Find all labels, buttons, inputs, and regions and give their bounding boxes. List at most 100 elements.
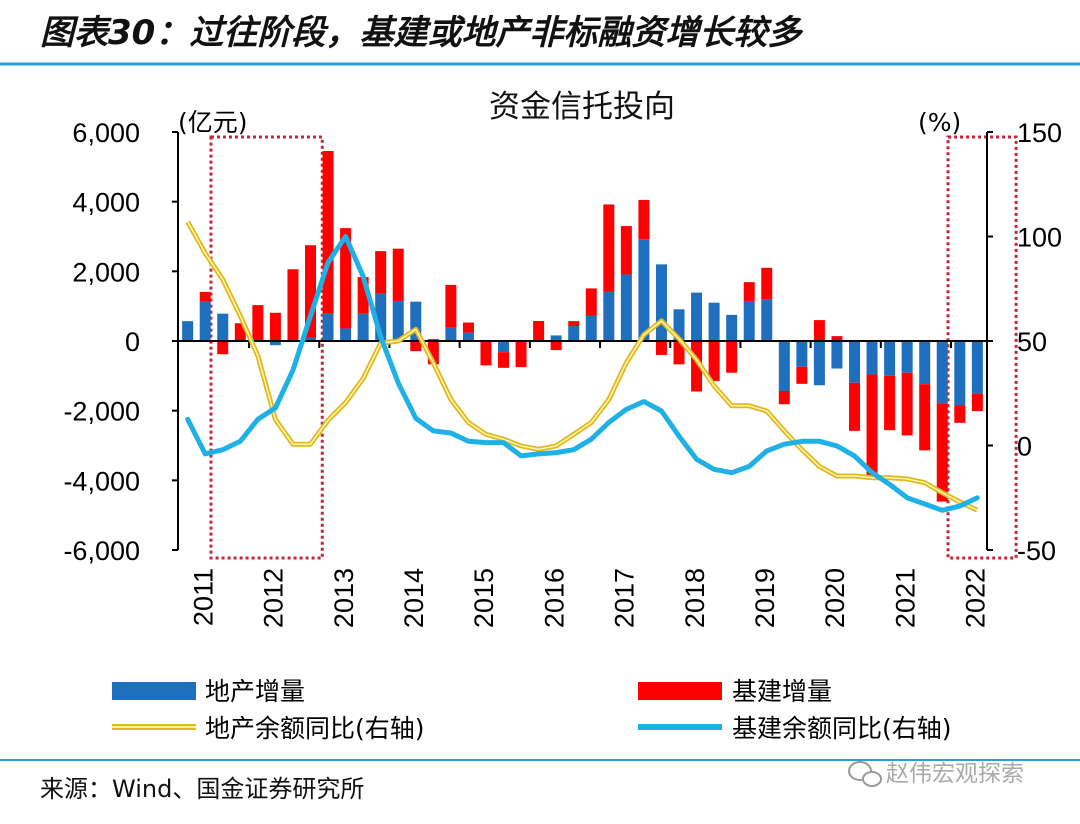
bar-infra [778, 390, 790, 405]
bar-realestate [585, 315, 597, 341]
bar-realestate [691, 292, 703, 341]
bar-infra [919, 384, 931, 451]
left-tick-label: -2,000 [63, 397, 140, 427]
bar-realestate [708, 302, 720, 341]
bar-realestate [199, 301, 211, 341]
bar-infra [971, 393, 983, 412]
bar-infra [796, 366, 808, 384]
bar-infra [866, 374, 878, 478]
bar-infra [550, 341, 562, 351]
left-axis-unit: (亿元) [178, 108, 248, 137]
wechat-icon [848, 761, 882, 787]
bar-infra [954, 405, 966, 423]
bar-infra [234, 323, 246, 341]
bar-realestate [392, 300, 404, 341]
bar-infra [410, 341, 422, 352]
line-infra-yoy [185, 234, 980, 513]
bar-realestate [796, 341, 808, 367]
highlight-box [946, 135, 1018, 560]
left-tick-label: 0 [125, 327, 140, 357]
legend-label-infra-line: 基建余额同比(右轴) [732, 714, 952, 743]
bar-realestate [340, 328, 352, 341]
bar-infra [533, 320, 545, 341]
bar-realestate [603, 291, 615, 341]
bar-infra [287, 269, 299, 341]
bar-realestate [884, 341, 896, 376]
bar-realestate [427, 338, 439, 341]
right-tick-label: 0 [1017, 432, 1032, 462]
highlight-box [209, 135, 324, 560]
bar-infra [761, 267, 773, 300]
bar-realestate [304, 337, 316, 341]
bar-infra [673, 341, 685, 365]
bar-infra [655, 341, 667, 355]
legend-label-realestate-bar: 地产增量 [205, 677, 305, 706]
x-tick-label: 2022 [961, 568, 991, 628]
bar-infra [462, 322, 474, 333]
bar-infra [340, 228, 352, 329]
bar-realestate [831, 341, 843, 369]
bar-infra [304, 245, 316, 338]
bar-infra [691, 341, 703, 392]
bar-infra [217, 341, 229, 355]
bar-realestate [954, 341, 966, 406]
x-tick-label: 2013 [329, 568, 359, 628]
left-tick-label: -4,000 [63, 466, 140, 496]
x-tick-label: 2021 [890, 568, 920, 628]
left-tick-label: 2,000 [72, 257, 140, 287]
bar-infra [726, 341, 738, 373]
bar-infra [936, 403, 948, 502]
bar-realestate [217, 313, 229, 341]
legend-swatch-realestate-bar [112, 682, 196, 700]
bar-realestate [550, 335, 562, 341]
x-tick-label: 2016 [539, 568, 569, 628]
bar-infra [498, 352, 510, 368]
x-tick-label: 2011 [188, 568, 218, 626]
bar-realestate [410, 301, 422, 341]
bar-realestate [445, 327, 457, 341]
right-tick-label: 100 [1017, 223, 1062, 253]
chart-title: 资金信托投向 [489, 89, 675, 125]
bar-infra [849, 382, 861, 431]
left-tick-label: 4,000 [72, 188, 140, 218]
figure-title: 图表30：过往阶段，基建或地产非标融资增长较多 [40, 13, 804, 53]
bar-infra [884, 375, 896, 431]
bar-realestate [778, 341, 790, 391]
line-realestate-yoy-inner [187, 221, 978, 511]
bar-realestate [813, 341, 825, 386]
bar-infra [901, 372, 913, 436]
bar-realestate [375, 293, 387, 341]
bar-realestate [971, 341, 983, 394]
bar-infra [199, 291, 211, 302]
x-tick-label: 2012 [259, 568, 289, 628]
bar-infra [445, 284, 457, 328]
right-axis-unit: (%) [918, 108, 961, 137]
bar-infra [515, 341, 527, 368]
bar-realestate [673, 309, 685, 341]
x-tick-label: 2017 [610, 568, 640, 628]
bar-realestate [357, 313, 369, 341]
bar-realestate [655, 264, 667, 341]
watermark: 赵伟宏观探索 [886, 761, 1024, 787]
legend: 地产增量 基建增量 地产余额同比(右轴) 基建余额同比(右轴) [112, 677, 952, 743]
bar-infra [813, 320, 825, 341]
bar-realestate [919, 341, 931, 385]
bar-infra [427, 341, 439, 365]
bar-infra [585, 288, 597, 316]
bar-realestate [322, 313, 334, 341]
bar-realestate [462, 332, 474, 341]
left-tick-label: -6,000 [63, 536, 140, 566]
bar-infra [603, 204, 615, 292]
bar-infra [708, 341, 720, 382]
right-tick-label: 150 [1017, 118, 1062, 148]
x-tick-label: 2015 [469, 568, 499, 628]
bar-infra [252, 305, 264, 341]
bar-realestate [743, 300, 755, 341]
bar-infra [568, 321, 580, 327]
bar-realestate [936, 341, 948, 404]
bar-infra [480, 341, 492, 366]
bar-infra [357, 277, 369, 314]
bar-infra [831, 336, 843, 341]
source-note: 来源：Wind、国金证券研究所 [40, 775, 364, 803]
